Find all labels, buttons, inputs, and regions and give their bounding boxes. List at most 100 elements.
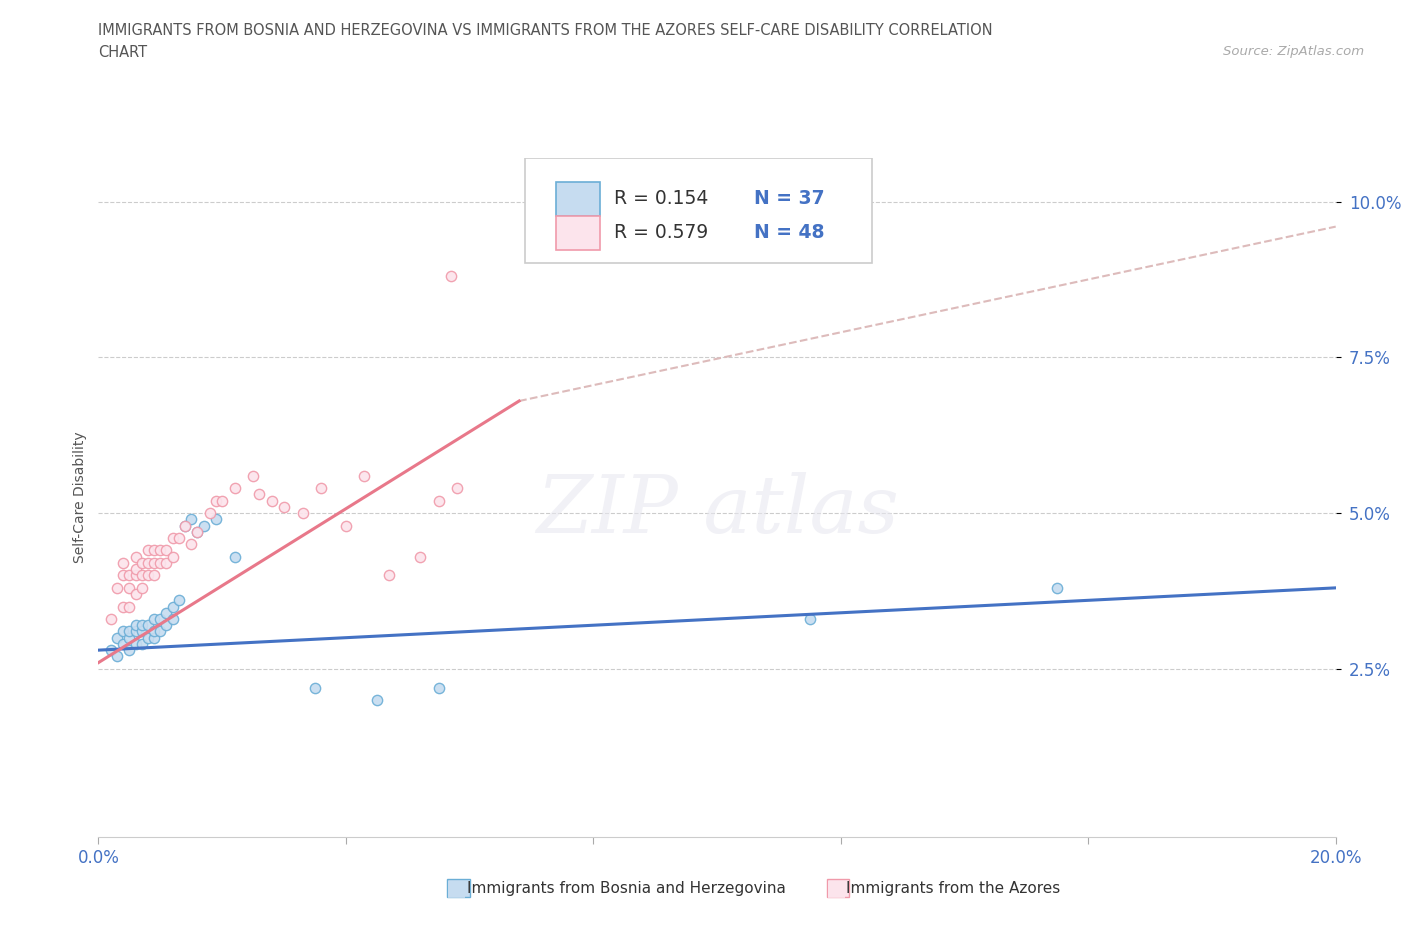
Point	[167, 593, 190, 608]
Point	[198, 506, 221, 521]
Point	[131, 580, 153, 595]
Point	[440, 269, 463, 284]
Point	[131, 555, 153, 570]
Point	[1046, 580, 1069, 595]
Point	[131, 568, 153, 583]
Point	[260, 493, 283, 508]
Point	[100, 643, 122, 658]
Point	[143, 624, 166, 639]
Point	[155, 555, 177, 570]
Point	[136, 618, 159, 632]
Point	[143, 568, 166, 583]
Point	[155, 543, 177, 558]
Point	[409, 550, 432, 565]
Point	[100, 612, 122, 627]
Point	[180, 512, 202, 526]
Point	[353, 469, 375, 484]
Point	[427, 493, 450, 508]
Text: Source: ZipAtlas.com: Source: ZipAtlas.com	[1223, 45, 1364, 58]
Point	[446, 481, 468, 496]
Point	[186, 525, 208, 539]
Point	[224, 481, 246, 496]
Text: N = 37: N = 37	[754, 190, 825, 208]
Point	[366, 693, 388, 708]
Point	[124, 550, 146, 565]
Text: IMMIGRANTS FROM BOSNIA AND HERZEGOVINA VS IMMIGRANTS FROM THE AZORES SELF-CARE D: IMMIGRANTS FROM BOSNIA AND HERZEGOVINA V…	[98, 23, 993, 38]
FancyBboxPatch shape	[526, 158, 872, 263]
Point	[124, 636, 146, 651]
Point	[118, 568, 141, 583]
Bar	[447, 879, 470, 897]
Point	[118, 624, 141, 639]
Point	[112, 624, 135, 639]
Point	[143, 555, 166, 570]
Point	[291, 506, 314, 521]
Y-axis label: Self-Care Disability: Self-Care Disability	[73, 432, 87, 564]
Point	[136, 555, 159, 570]
Point	[118, 643, 141, 658]
Point	[131, 618, 153, 632]
FancyBboxPatch shape	[557, 182, 599, 216]
Point	[118, 580, 141, 595]
Point	[378, 568, 401, 583]
Text: ■: ■	[447, 878, 467, 898]
Point	[112, 568, 135, 583]
Text: CHART: CHART	[98, 45, 148, 60]
Point	[136, 631, 159, 645]
Text: ■: ■	[827, 878, 846, 898]
Point	[186, 525, 208, 539]
Point	[180, 537, 202, 551]
Text: N = 48: N = 48	[754, 223, 825, 243]
Point	[155, 618, 177, 632]
Point	[205, 512, 228, 526]
Point	[105, 631, 128, 645]
Point	[193, 518, 215, 533]
Point	[124, 587, 146, 602]
Point	[335, 518, 357, 533]
Bar	[827, 879, 849, 897]
Point	[205, 493, 228, 508]
Point	[309, 481, 332, 496]
Point	[112, 636, 135, 651]
Point	[105, 580, 128, 595]
Point	[162, 612, 184, 627]
Point	[224, 550, 246, 565]
Point	[167, 531, 190, 546]
Point	[149, 624, 172, 639]
Text: ZIP atlas: ZIP atlas	[536, 472, 898, 550]
Point	[118, 631, 141, 645]
Point	[105, 649, 128, 664]
Point	[799, 612, 821, 627]
Point	[304, 680, 326, 695]
Point	[143, 612, 166, 627]
Point	[143, 631, 166, 645]
Point	[124, 618, 146, 632]
Point	[242, 469, 264, 484]
Point	[131, 636, 153, 651]
Point	[247, 487, 270, 502]
Point	[136, 568, 159, 583]
Point	[124, 568, 146, 583]
Point	[149, 543, 172, 558]
Point	[149, 612, 172, 627]
Point	[162, 599, 184, 614]
Text: Immigrants from Bosnia and Herzegovina: Immigrants from Bosnia and Herzegovina	[467, 881, 786, 896]
Point	[427, 680, 450, 695]
Point	[162, 531, 184, 546]
Point	[131, 624, 153, 639]
Point	[124, 624, 146, 639]
Point	[149, 555, 172, 570]
Point	[174, 518, 197, 533]
Point	[155, 605, 177, 620]
Point	[112, 599, 135, 614]
Point	[162, 550, 184, 565]
Point	[174, 518, 197, 533]
Text: Immigrants from the Azores: Immigrants from the Azores	[846, 881, 1060, 896]
Text: R = 0.579: R = 0.579	[614, 223, 709, 243]
FancyBboxPatch shape	[557, 216, 599, 250]
Point	[273, 499, 295, 514]
Point	[124, 562, 146, 577]
Point	[112, 555, 135, 570]
Point	[118, 599, 141, 614]
Text: R = 0.154: R = 0.154	[614, 190, 709, 208]
